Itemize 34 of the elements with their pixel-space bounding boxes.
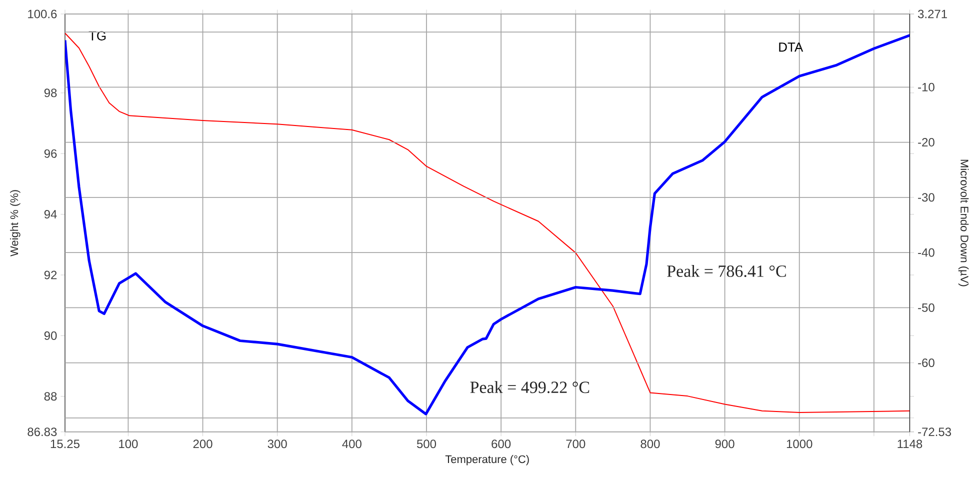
y2-tick-label: -40 [918,248,934,257]
x-tick-label: 900 [715,440,734,448]
y2-tick-label: -50 [918,303,934,312]
x-tick-label: 800 [640,440,660,448]
series-label: DTA [779,42,804,52]
x-tick-label: 200 [193,440,212,448]
x-tick-label: 15.25 [50,440,80,448]
annotation: Peak = 786.41 °C [667,265,786,278]
x-tick-label: 400 [342,440,362,448]
annotation: Peak = 499.22 °C [470,381,590,394]
x-tick-label: 700 [566,440,586,448]
y-tick-label: 94 [44,210,57,219]
y2-tick-label: -20 [918,138,934,147]
x-tick-label: 1148 [898,440,922,448]
y-tick-label: 100.6 [28,10,57,18]
x-tick-label: 600 [492,440,511,448]
y-tick-label: 92 [44,270,57,280]
y-tick-label: 96 [44,149,57,158]
y-tick-label: 86.83 [28,428,57,436]
y-axis-title: Weight % (%) [10,190,20,256]
y2-tick-label: -72.53 [918,428,952,436]
y2-tick-label: -30 [918,193,934,202]
y-tick-label: 98 [44,88,57,98]
x-tick-label: 500 [416,440,436,448]
x-tick-label: 300 [268,440,287,448]
y2-tick-label: -10 [918,82,934,92]
x-axis-title: Temperature (°C) [445,455,529,466]
y-tick-label: 90 [44,332,57,340]
x-tick-label: 1000 [786,440,812,448]
y2-tick-label: 3.271 [918,10,947,18]
y2-axis-title: Microvolt Endo Down (µV) [958,160,969,286]
y-tick-label: 88 [44,392,57,401]
y2-tick-label: -60 [918,358,934,368]
x-tick-label: 100 [119,440,138,448]
